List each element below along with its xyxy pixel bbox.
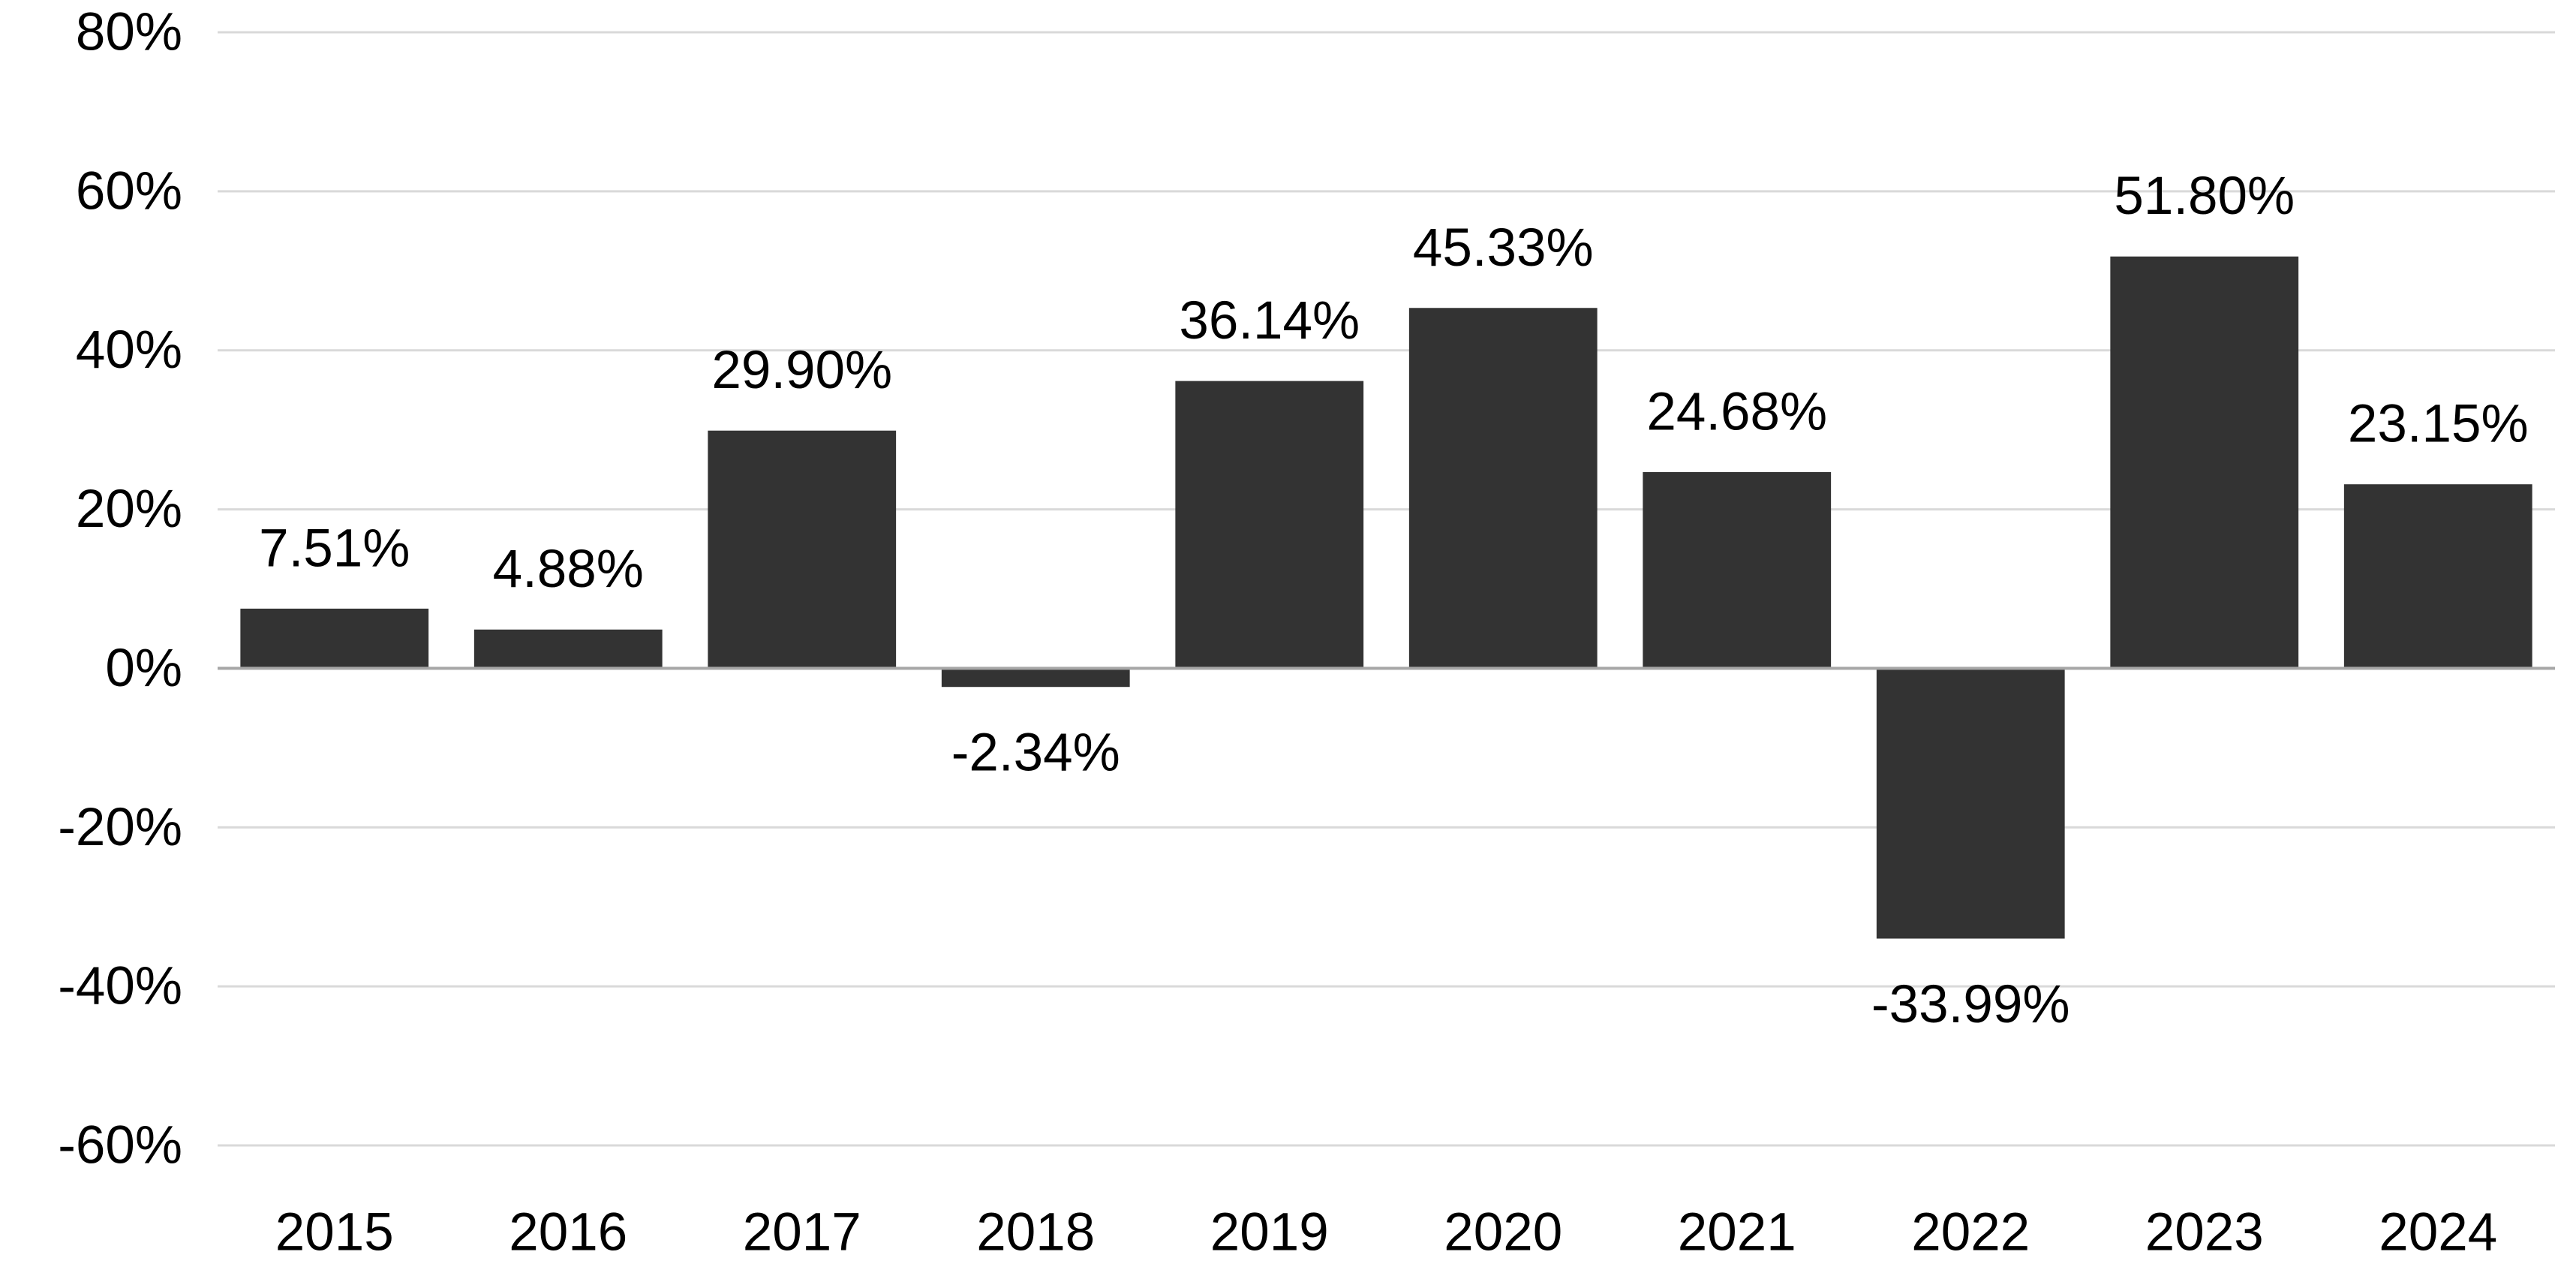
data-label-2015: 7.51% [259, 519, 410, 578]
y-tick-label: 40% [76, 321, 182, 380]
x-tick-label-2016: 2016 [509, 1203, 627, 1262]
data-label-2021: 24.68% [1646, 382, 1827, 441]
gridlines [218, 31, 2555, 1147]
y-tick-label: 60% [76, 161, 182, 221]
bar-2016 [473, 629, 663, 669]
x-tick-label-2021: 2021 [1678, 1203, 1796, 1262]
y-tick-label: -40% [58, 957, 182, 1016]
x-tick-label-2015: 2015 [275, 1203, 394, 1262]
data-label-2022: -33.99% [1871, 975, 2070, 1034]
bar-2020 [1408, 308, 1598, 669]
data-label-2016: 4.88% [493, 540, 644, 599]
data-label-2019: 36.14% [1179, 291, 1360, 351]
y-axis-tick-labels: 80% 60% 40% 20% 0% -20% -40% -60% [58, 3, 182, 1175]
y-tick-label: 0% [105, 639, 182, 698]
x-tick-label-2024: 2024 [2379, 1203, 2497, 1262]
y-tick-label: -60% [58, 1116, 182, 1175]
data-label-2018: -2.34% [951, 724, 1120, 783]
bar-2019 [1175, 381, 1364, 669]
data-label-2023: 51.80% [2114, 167, 2295, 226]
bar-2017 [708, 430, 897, 669]
x-tick-label-2017: 2017 [743, 1203, 861, 1262]
x-tick-label-2023: 2023 [2145, 1203, 2264, 1262]
data-label-2024: 23.15% [2348, 395, 2529, 454]
y-tick-label: 20% [76, 480, 182, 539]
data-labels: 7.51% 4.88% 29.90% -2.34% 36.14% 45.33% 24.68%… [259, 167, 2529, 1034]
y-tick-label: 80% [76, 3, 182, 62]
data-label-2017: 29.90% [711, 341, 892, 400]
x-axis-tick-labels: 2015 2016 2017 2018 2019 2020 2021 2022 2023 2024 [275, 1203, 2497, 1262]
x-tick-label-2020: 2020 [1444, 1203, 1562, 1262]
x-tick-label-2022: 2022 [1911, 1203, 2030, 1262]
bar-2015 [240, 608, 429, 669]
x-tick-label-2018: 2018 [976, 1203, 1095, 1262]
y-tick-label: -20% [58, 798, 182, 857]
bar-2024 [2343, 484, 2532, 669]
x-tick-label-2019: 2019 [1210, 1203, 1329, 1262]
bar-2022 [1876, 668, 2065, 939]
data-label-2020: 45.33% [1413, 218, 1594, 278]
bar-2018 [941, 668, 1130, 688]
bar-2023 [2110, 256, 2299, 669]
bars [240, 256, 2532, 939]
bar-2021 [1643, 471, 1832, 669]
